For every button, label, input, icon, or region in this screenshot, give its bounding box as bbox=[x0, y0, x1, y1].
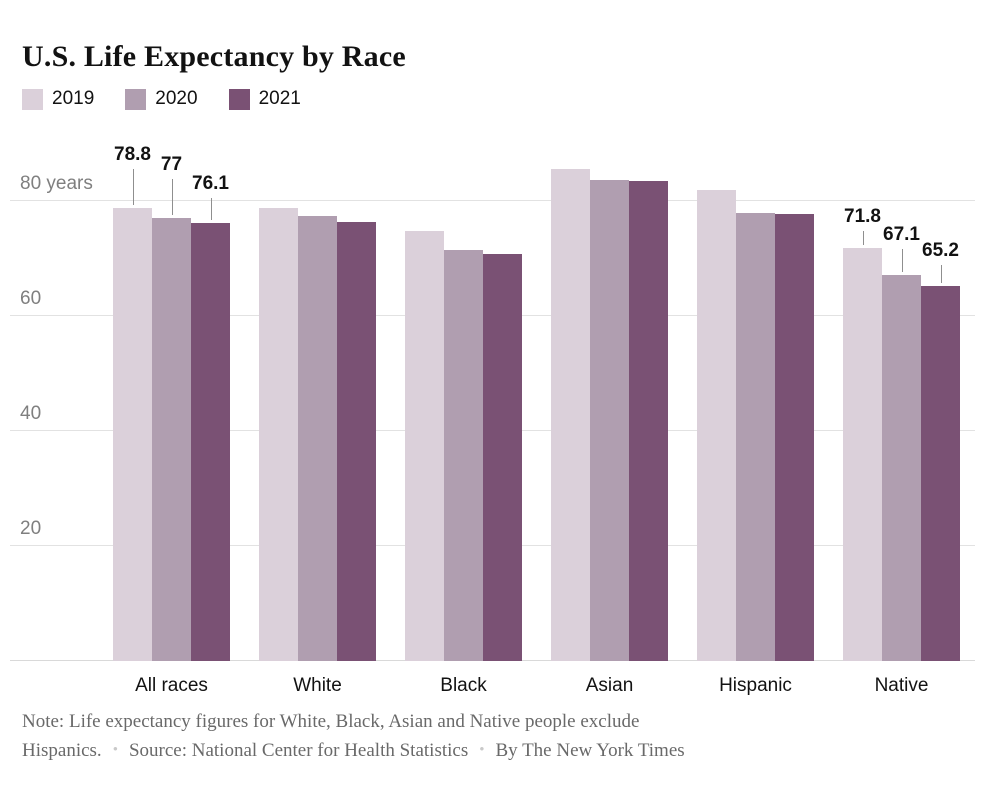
bar-black-2019 bbox=[405, 230, 444, 661]
legend-item-2021: 2021 bbox=[228, 88, 301, 110]
category-label-black: Black bbox=[440, 675, 487, 696]
byline-text: By The New York Times bbox=[495, 740, 685, 761]
bullet-separator: • bbox=[112, 742, 118, 758]
ytick-label-40: 40 bbox=[20, 403, 42, 424]
legend: 2019 2020 2021 bbox=[22, 88, 301, 110]
category-label-all-races: All races bbox=[135, 675, 208, 696]
footer-note: Note: Life expectancy figures for White,… bbox=[22, 708, 922, 765]
legend-label: 2021 bbox=[258, 88, 301, 109]
bar-white-2019 bbox=[259, 207, 298, 661]
data-label-leader bbox=[132, 168, 134, 205]
bar-asian-2020 bbox=[590, 180, 629, 661]
bar-hispanic-2020 bbox=[736, 213, 775, 661]
legend-swatch bbox=[125, 88, 147, 110]
bar-value-label: 77 bbox=[160, 154, 183, 176]
legend-swatch bbox=[228, 88, 250, 110]
note-line-2-start: Hispanics. bbox=[22, 740, 102, 761]
category-label-hispanic: Hispanic bbox=[719, 675, 792, 696]
bar-value-label: 67.1 bbox=[883, 224, 920, 246]
bar-value-label: 71.8 bbox=[844, 206, 881, 228]
category-label-native: Native bbox=[874, 675, 929, 696]
legend-swatch bbox=[22, 88, 43, 110]
ytick-label-20: 20 bbox=[20, 518, 42, 539]
bar-white-2021 bbox=[337, 221, 376, 661]
ytick-label-80: 80 years bbox=[20, 173, 93, 194]
data-label-leader bbox=[171, 179, 173, 216]
ytick-label-60: 60 bbox=[20, 288, 42, 309]
source-text: Source: National Center for Health Stati… bbox=[128, 740, 469, 761]
bar-value-label: 65.2 bbox=[922, 240, 959, 262]
bar-asian-2021 bbox=[629, 180, 668, 661]
bar-all-races-2021 bbox=[191, 223, 230, 661]
data-label-leader bbox=[862, 231, 864, 246]
data-label-leader bbox=[901, 249, 903, 273]
data-label-leader bbox=[940, 265, 942, 284]
legend-item-2019: 2019 bbox=[22, 88, 94, 110]
chart-title: U.S. Life Expectancy by Race bbox=[22, 40, 406, 74]
bar-asian-2019 bbox=[551, 168, 590, 661]
bullet-separator: • bbox=[479, 742, 485, 758]
gridline-80 bbox=[10, 200, 975, 201]
bar-native-2019 bbox=[843, 248, 882, 661]
bar-all-races-2019 bbox=[113, 207, 152, 661]
plot-area: 20 40 60 80 years All races 78.8 77 76.1 White Bl… bbox=[10, 140, 975, 696]
bar-all-races-2020 bbox=[152, 218, 191, 661]
category-label-asian: Asian bbox=[585, 675, 634, 696]
bar-black-2021 bbox=[483, 253, 522, 661]
bar-native-2021 bbox=[921, 286, 960, 661]
bar-white-2020 bbox=[298, 215, 337, 661]
bar-hispanic-2021 bbox=[775, 214, 814, 661]
legend-item-2020: 2020 bbox=[125, 88, 198, 110]
note-line-2: Hispanics. • Source: National Center for H… bbox=[22, 736, 922, 765]
bar-black-2020 bbox=[444, 249, 483, 661]
bar-hispanic-2019 bbox=[697, 190, 736, 661]
legend-label: 2020 bbox=[155, 88, 198, 109]
bar-native-2020 bbox=[882, 275, 921, 661]
data-label-leader bbox=[210, 198, 212, 221]
legend-label: 2019 bbox=[52, 88, 95, 109]
bar-value-label: 76.1 bbox=[192, 173, 229, 195]
category-label-white: White bbox=[293, 675, 342, 696]
bar-value-label: 78.8 bbox=[114, 143, 151, 165]
note-line-1: Note: Life expectancy figures for White,… bbox=[22, 711, 640, 732]
